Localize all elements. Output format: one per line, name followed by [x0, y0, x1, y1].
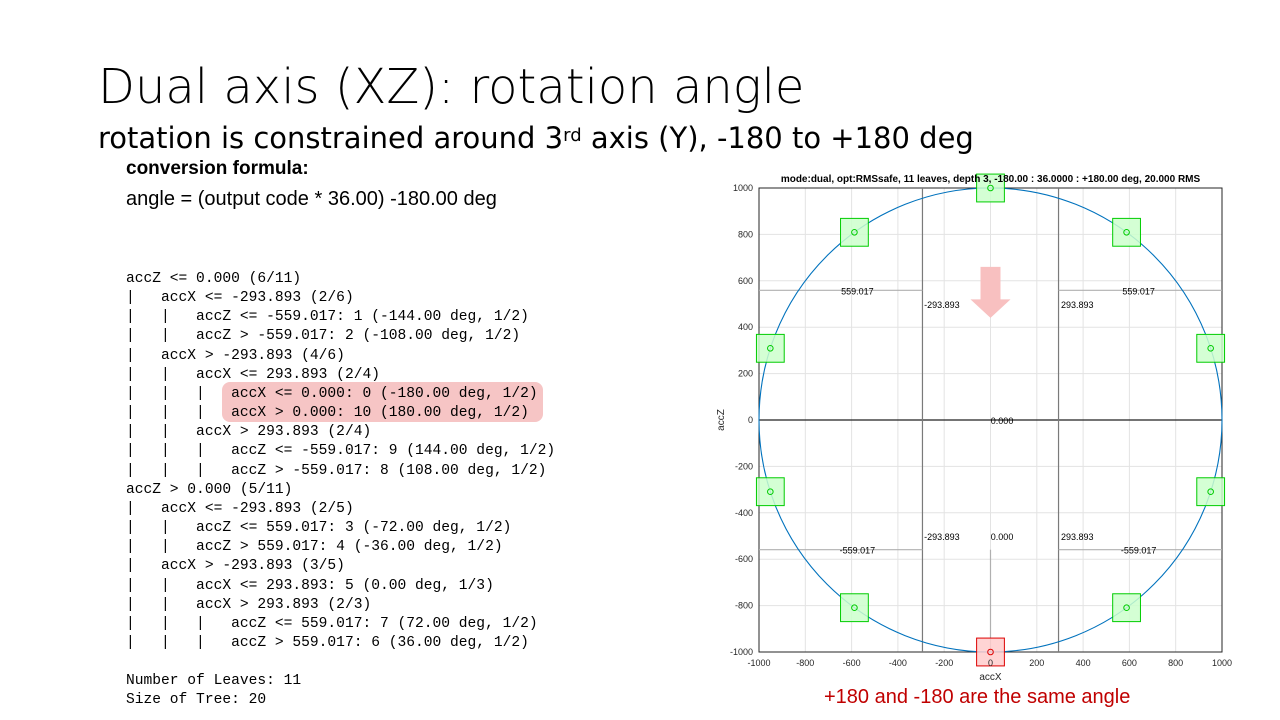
- tree-line: | | | accZ <= -559.017: 9 (144.00 deg, 1…: [126, 443, 556, 460]
- y-tick-label: -1000: [730, 647, 753, 657]
- leaf-box: [1112, 217, 1141, 247]
- tree-line: | | | accX <= 0.000: 0 (-180.00 deg, 1/2…: [126, 385, 538, 402]
- y-tick-label: 1000: [733, 183, 753, 193]
- tree-line: | | accZ > -559.017: 2 (-108.00 deg, 1/2…: [126, 328, 521, 345]
- tree-summary: Number of Leaves: 11 Size of Tree: 20: [126, 672, 301, 710]
- decision-boundary-chart: 559.017 559.017 -293.893 293.893 0.000 -293.8…: [716, 173, 1232, 683]
- tree-line: | | | accZ > 559.017: 6 (36.00 deg, 1/2): [126, 634, 529, 651]
- chart-title: mode:dual, opt:RMSsafe, 11 leaves, depth…: [781, 174, 1201, 185]
- x-tick-label: 0: [988, 658, 993, 668]
- tree-line: | | accZ <= -559.017: 1 (-144.00 deg, 1/…: [126, 309, 529, 326]
- leaf-box: [1112, 593, 1141, 623]
- y-tick-label: 800: [738, 229, 753, 239]
- y-tick-label: 0: [748, 415, 753, 425]
- tree-line: | accX > -293.893 (4/6): [126, 347, 345, 364]
- subtitle-text: rotation is constrained around 3: [98, 121, 564, 155]
- tree-line: | | accX <= 293.893 (2/4): [126, 366, 380, 383]
- split-label: -293.893: [924, 532, 960, 542]
- subtitle-superscript: rd: [563, 125, 582, 146]
- tree-line: | | accX > 293.893 (2/3): [126, 596, 372, 613]
- data-point: [1207, 488, 1214, 495]
- data-point: [1123, 229, 1130, 236]
- tree-line: | accX > -293.893 (3/5): [126, 558, 345, 575]
- data-point: [1207, 345, 1214, 352]
- x-tick-label: -1000: [747, 658, 770, 668]
- data-point: [851, 229, 858, 236]
- data-point: [767, 345, 774, 352]
- split-label: -293.893: [924, 300, 960, 310]
- tree-line: | | | accZ > -559.017: 8 (108.00 deg, 1/…: [126, 462, 547, 479]
- note-same-angle: +180 and -180 are the same angle: [824, 686, 1131, 708]
- y-tick-label: -600: [735, 554, 753, 564]
- leaf-box: [976, 173, 1005, 203]
- y-tick-label: -800: [735, 601, 753, 611]
- tree-size: Size of Tree: 20: [126, 692, 267, 708]
- leaf-box: [840, 217, 869, 247]
- split-label: 293.893: [1061, 532, 1094, 542]
- tree-line: accZ > 0.000 (5/11): [126, 481, 293, 498]
- y-tick-label: -400: [735, 508, 753, 518]
- tree-line: | | accZ > 559.017: 4 (-36.00 deg, 1/2): [126, 539, 503, 556]
- split-label: -559.017: [840, 546, 876, 556]
- split-label: 293.893: [1061, 300, 1094, 310]
- tree-line: | accX <= -293.893 (2/5): [126, 500, 354, 517]
- slide-subtitle: rotation is constrained around 3rd axis …: [98, 118, 974, 158]
- tree-line: | | accZ <= 559.017: 3 (-72.00 deg, 1/2): [126, 520, 512, 537]
- tree-line: | | accX > 293.893 (2/4): [126, 424, 372, 441]
- conversion-formula: angle = (output code * 36.00) -180.00 de…: [126, 188, 497, 210]
- tree-line: accZ <= 0.000 (6/11): [126, 271, 302, 287]
- pointer-arrow: [970, 266, 1011, 318]
- leaf-box: [755, 477, 785, 507]
- x-tick-label: 400: [1076, 658, 1091, 668]
- x-tick-label: -200: [935, 658, 953, 668]
- x-tick-label: -800: [796, 658, 814, 668]
- leaf-box: [840, 593, 869, 623]
- y-axis-label: accZ: [716, 409, 727, 431]
- decision-tree-text: accZ <= 0.000 (6/11) | accX <= -293.893 (…: [126, 270, 555, 653]
- x-tick-label: 1000: [1212, 658, 1232, 668]
- selected-leaf-box: [976, 637, 1005, 667]
- tree-line: | accX <= -293.893 (2/6): [126, 290, 354, 307]
- y-tick-label: 400: [738, 322, 753, 332]
- data-point: [851, 604, 858, 611]
- subtitle-text-rest: axis (Y), -180 to +180 deg: [581, 121, 974, 155]
- tree-line: | | accX <= 293.893: 5 (0.00 deg, 1/3): [126, 577, 494, 594]
- y-tick-label: -200: [735, 461, 753, 471]
- formula-label: conversion formula:: [126, 158, 309, 179]
- split-label: 0.000: [991, 416, 1014, 426]
- highlight-box: [222, 382, 543, 422]
- y-tick-label: 600: [738, 276, 753, 286]
- x-tick-label: 800: [1168, 658, 1183, 668]
- data-point: [987, 184, 994, 192]
- leaf-box: [755, 333, 785, 363]
- x-tick-label: -400: [889, 658, 907, 668]
- x-tick-label: 200: [1029, 658, 1044, 668]
- x-tick-label: 600: [1122, 658, 1137, 668]
- leaf-box: [1196, 333, 1226, 363]
- split-label: -559.017: [1121, 546, 1157, 556]
- x-axis-label: accX: [979, 672, 1002, 683]
- split-label: 559.017: [841, 286, 874, 296]
- y-tick-label: 200: [738, 369, 753, 379]
- split-label: 559.017: [1122, 286, 1155, 296]
- leaves-count: Number of Leaves: 11: [126, 673, 302, 689]
- tree-line: | | | accZ <= 559.017: 7 (72.00 deg, 1/2…: [126, 615, 538, 632]
- x-tick-label: -600: [843, 658, 861, 668]
- tree-line: | | | accX > 0.000: 10 (180.00 deg, 1/2): [126, 405, 529, 422]
- selected-point: [987, 648, 994, 656]
- leaf-box: [1196, 477, 1226, 507]
- data-point: [1123, 604, 1130, 611]
- data-point: [767, 488, 774, 495]
- slide-title: Dual axis (XZ): rotation angle: [98, 59, 805, 115]
- split-label: 0.000: [991, 532, 1014, 542]
